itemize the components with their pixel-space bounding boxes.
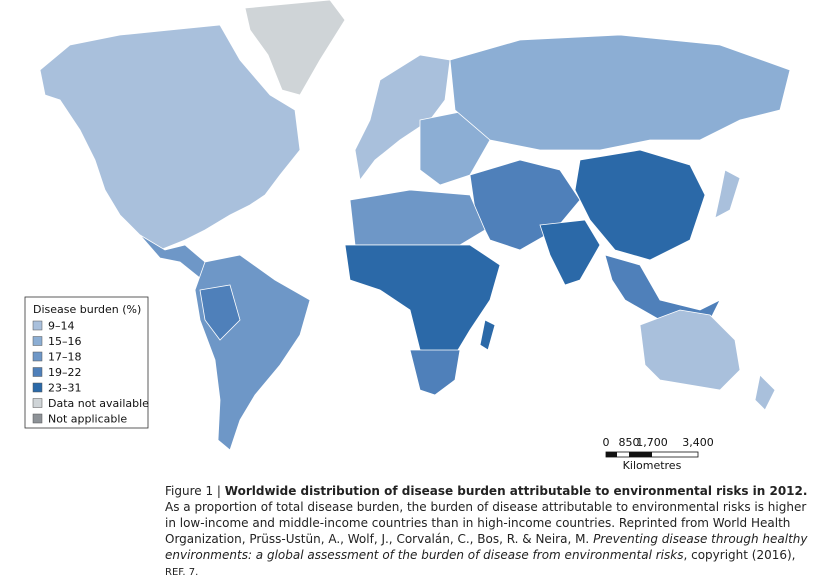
scale-bar-segment <box>606 452 617 457</box>
legend-box <box>24 296 149 429</box>
region <box>539 219 601 286</box>
region <box>574 149 706 261</box>
scale-tick-label: 850 <box>619 436 640 449</box>
region <box>354 54 451 181</box>
region <box>479 319 496 351</box>
legend-swatch <box>32 351 43 362</box>
region <box>194 254 311 451</box>
region <box>39 24 301 251</box>
legend-swatch <box>32 320 43 331</box>
region <box>449 34 791 151</box>
region <box>639 309 741 391</box>
world-map <box>39 0 791 451</box>
region <box>344 244 501 356</box>
scale-tick-label: 3,400 <box>682 436 714 449</box>
region <box>714 169 741 219</box>
legend-swatch <box>32 382 43 393</box>
caption-text: Figure 1 | <box>165 484 225 498</box>
caption: Figure 1 | Worldwide distribution of dis… <box>165 483 815 581</box>
legend-label: Data not available <box>48 397 149 410</box>
legend-label: 15–16 <box>48 335 82 348</box>
map-figure: Disease burden (%) 9–14 15–16 17–18 19–22 23… <box>24 0 791 472</box>
scale-unit: Kilometres <box>623 459 682 472</box>
legend-swatch <box>32 336 43 346</box>
page: Disease burden (%) 9–14 15–16 17–18 19–22 23… <box>24 0 808 578</box>
region <box>754 374 776 411</box>
legend-label: 17–18 <box>48 351 82 364</box>
region <box>244 0 346 96</box>
legend-swatch <box>32 398 43 408</box>
legend-label: 19–22 <box>48 366 82 379</box>
caption-text: , copyright (2016), <box>683 548 796 562</box>
caption-text: As a proportion of total disease burden,… <box>165 500 807 546</box>
region <box>604 254 721 321</box>
legend-label: 9–14 <box>48 320 75 333</box>
legend-label: Not applicable <box>48 413 127 426</box>
region <box>349 189 486 246</box>
scale-tick-label: 1,700 <box>636 436 668 449</box>
scale-bar-segment <box>629 452 652 457</box>
figure: Disease burden (%) 9–14 15–16 17–18 19–22 23… <box>24 0 808 578</box>
caption-text: Preventing disease through healthy envir… <box>165 532 808 562</box>
scale-tick-label: 0 <box>603 436 610 449</box>
caption-text: REF. 7. <box>165 567 199 578</box>
legend: Disease burden (%) 9–14 15–16 17–18 19–22 23… <box>24 296 149 429</box>
legend-title: Disease burden (%) <box>33 303 141 316</box>
region <box>199 284 241 341</box>
legend-label: 23–31 <box>48 382 82 395</box>
caption-text: Worldwide distribution of disease burden… <box>224 484 808 498</box>
legend-swatch <box>32 367 43 377</box>
legend-swatch <box>32 413 43 424</box>
region <box>409 349 461 396</box>
